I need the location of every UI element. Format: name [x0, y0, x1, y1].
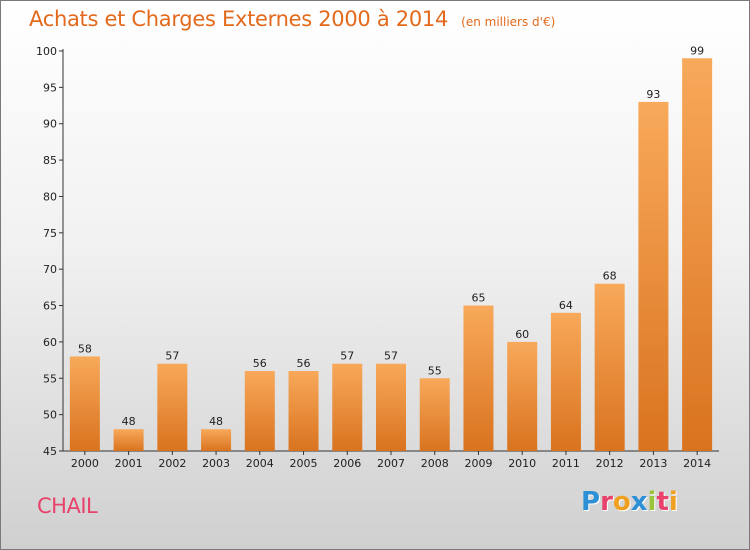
bar-value-label: 93 [646, 88, 660, 101]
bar-value-label: 57 [384, 350, 398, 363]
logo-letter: r [600, 487, 613, 517]
x-tick-label: 2012 [596, 457, 624, 470]
logo-letter: i [668, 487, 678, 517]
proxiti-logo: Proxiti [581, 487, 678, 517]
bar [463, 305, 494, 451]
logo-letter: i [647, 487, 657, 517]
bar-value-label: 99 [690, 44, 704, 57]
bar-value-label: 64 [559, 299, 573, 312]
bar-value-label: 57 [340, 350, 354, 363]
commune-name: CHAIL [37, 494, 98, 518]
bar-value-label: 68 [603, 270, 617, 283]
bar [113, 429, 144, 451]
x-tick-label: 2006 [333, 457, 361, 470]
bar-value-label: 55 [428, 364, 442, 377]
y-tick-label: 70 [43, 263, 57, 276]
y-tick-label: 75 [43, 227, 57, 240]
bar-value-label: 60 [515, 328, 529, 341]
x-tick-label: 2002 [158, 457, 186, 470]
bar [638, 101, 669, 451]
x-tick-label: 2000 [71, 457, 99, 470]
x-tick-label: 2004 [246, 457, 274, 470]
bar [682, 58, 713, 451]
bar [507, 341, 538, 451]
bars [69, 58, 713, 451]
x-tick-label: 2005 [290, 457, 318, 470]
x-tick-label: 2013 [639, 457, 667, 470]
bar [288, 371, 319, 451]
bar-value-label: 57 [165, 350, 179, 363]
value-labels: 58 48 57 48 56 56 57 57 55 65 60 64 68 93 99 [78, 44, 704, 428]
logo-letter: P [581, 487, 601, 517]
bar [157, 363, 188, 451]
axes: 45 50 55 60 65 70 75 80 85 90 95 100 2000 2001 2002 200… [36, 45, 719, 470]
bar-value-label: 56 [297, 357, 311, 370]
bar-value-label: 56 [253, 357, 267, 370]
y-tick-label: 85 [43, 154, 57, 167]
bar [69, 356, 100, 451]
y-tick-label: 100 [36, 45, 57, 58]
x-tick-label: 2014 [683, 457, 711, 470]
bar [419, 378, 450, 451]
x-tick-label: 2010 [508, 457, 536, 470]
bar [244, 371, 275, 451]
title-row: Achats et Charges Externes 2000 à 2014 (… [29, 7, 555, 31]
bar [332, 363, 363, 451]
y-tick-label: 60 [43, 336, 57, 349]
logo-letter: x [630, 487, 648, 517]
y-tick-label: 80 [43, 190, 57, 203]
bar [550, 312, 581, 451]
y-tick-label: 55 [43, 372, 57, 385]
x-tick-label: 2003 [202, 457, 230, 470]
x-tick-label: 2008 [421, 457, 449, 470]
x-tick-label: 2011 [552, 457, 580, 470]
chart-title: Achats et Charges Externes 2000 à 2014 [29, 7, 449, 31]
y-tick-label: 90 [43, 118, 57, 131]
y-tick-label: 65 [43, 300, 57, 313]
bar [201, 429, 232, 451]
y-tick-label: 95 [43, 81, 57, 94]
bar-value-label: 58 [78, 342, 92, 355]
bar [594, 283, 625, 451]
y-tick-label: 50 [43, 409, 57, 422]
bar-value-label: 65 [471, 292, 485, 305]
x-tick-label: 2001 [115, 457, 143, 470]
bar-value-label: 48 [209, 415, 223, 428]
bar [376, 363, 406, 451]
y-tick-label: 45 [43, 445, 57, 458]
bar-value-label: 48 [122, 415, 136, 428]
x-tick-label: 2009 [464, 457, 492, 470]
logo-letter: o [612, 487, 631, 517]
logo-letter: t [656, 487, 669, 517]
chart-subtitle: (en milliers d'€) [461, 15, 556, 29]
x-tick-label: 2007 [377, 457, 405, 470]
